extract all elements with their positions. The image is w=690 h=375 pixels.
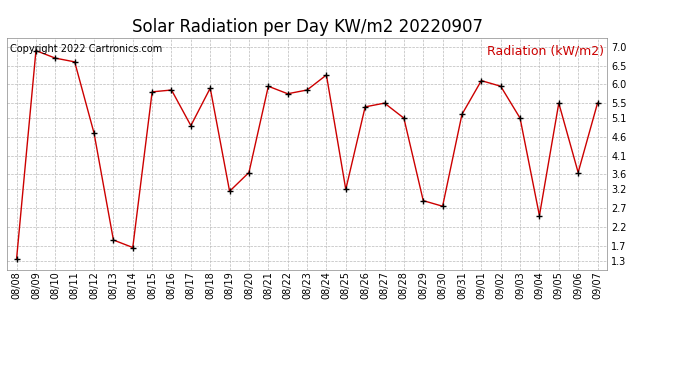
Text: Copyright 2022 Cartronics.com: Copyright 2022 Cartronics.com (10, 45, 162, 54)
Text: Radiation (kW/m2): Radiation (kW/m2) (487, 45, 604, 57)
Title: Solar Radiation per Day KW/m2 20220907: Solar Radiation per Day KW/m2 20220907 (132, 18, 482, 36)
